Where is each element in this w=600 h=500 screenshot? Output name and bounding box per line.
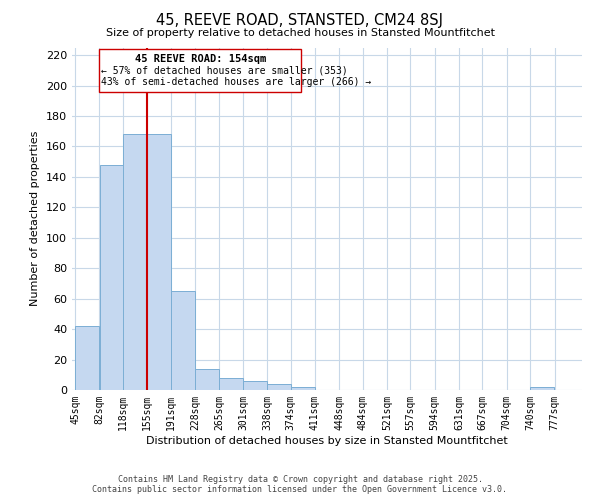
Bar: [100, 164, 124, 390]
Bar: [171, 291, 195, 390]
FancyBboxPatch shape: [100, 49, 301, 92]
Text: Contains HM Land Registry data © Crown copyright and database right 2025.
Contai: Contains HM Land Registry data © Crown c…: [92, 474, 508, 494]
Text: 45 REEVE ROAD: 154sqm: 45 REEVE ROAD: 154sqm: [134, 54, 266, 64]
Text: Size of property relative to detached houses in Stansted Mountfitchet: Size of property relative to detached ho…: [106, 28, 494, 38]
Y-axis label: Number of detached properties: Number of detached properties: [31, 131, 40, 306]
Bar: [530, 387, 554, 390]
Bar: [291, 387, 315, 390]
Text: 45, REEVE ROAD, STANSTED, CM24 8SJ: 45, REEVE ROAD, STANSTED, CM24 8SJ: [157, 12, 443, 28]
Bar: [195, 368, 219, 390]
Bar: [267, 384, 291, 390]
Text: 43% of semi-detached houses are larger (266) →: 43% of semi-detached houses are larger (…: [101, 77, 372, 87]
Text: ← 57% of detached houses are smaller (353): ← 57% of detached houses are smaller (35…: [101, 66, 348, 76]
Bar: [148, 134, 172, 390]
Bar: [220, 378, 244, 390]
Bar: [76, 326, 100, 390]
Bar: [243, 381, 267, 390]
Bar: [123, 134, 147, 390]
X-axis label: Distribution of detached houses by size in Stansted Mountfitchet: Distribution of detached houses by size …: [146, 436, 508, 446]
